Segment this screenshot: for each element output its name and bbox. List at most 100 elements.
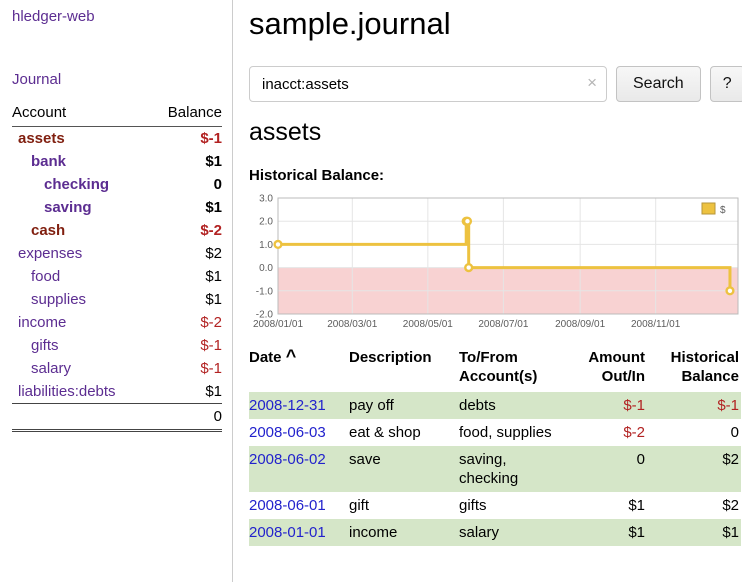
svg-text:2008/11/01: 2008/11/01 <box>631 319 681 330</box>
svg-text:3.0: 3.0 <box>259 194 273 205</box>
page-title: sample.journal <box>249 6 451 41</box>
svg-text:2008/03/01: 2008/03/01 <box>327 319 377 330</box>
register-amount: $1 <box>628 497 645 514</box>
account-link[interactable]: bank <box>31 153 67 170</box>
chart-point <box>273 239 283 250</box>
svg-text:1.0: 1.0 <box>259 240 273 251</box>
svg-text:-2.0: -2.0 <box>256 310 274 321</box>
register-description: eat & shop <box>349 424 421 441</box>
account-row: income $-2 <box>12 311 222 334</box>
account-link[interactable]: income <box>18 314 67 331</box>
register-date-link[interactable]: 2008-01-01 <box>249 524 326 541</box>
register-date-link[interactable]: 2008-12-31 <box>249 397 326 414</box>
register-table-body: 2008-12-31 pay off debts $-1 $-1 2008-06-03 ea… <box>249 392 741 546</box>
account-row: food $1 <box>12 265 222 288</box>
account-link[interactable]: food <box>31 268 61 285</box>
accounts-header-row: Account Balance <box>12 102 222 127</box>
accounts-table-body: assets $-1 bank $1 checking 0 saving $1 cash $-2 e… <box>12 127 222 404</box>
register-amount: $-1 <box>623 397 645 414</box>
account-balance: $-2 <box>200 222 222 239</box>
register-balance: $-1 <box>717 397 739 414</box>
accounts-total-row: 0 <box>12 403 222 432</box>
register-accounts: salary <box>459 524 500 541</box>
account-row: bank $1 <box>12 150 222 173</box>
account-balance: 0 <box>213 176 222 193</box>
register-accounts: food, supplies <box>459 424 552 441</box>
account-row: assets $-1 <box>12 127 222 151</box>
register-balance: $2 <box>722 451 739 468</box>
account-link[interactable]: gifts <box>31 337 59 354</box>
register-accounts: debts <box>459 397 496 414</box>
account-balance: $2 <box>205 245 222 262</box>
accounts-header-account: Account <box>12 102 150 127</box>
svg-text:2008/05/01: 2008/05/01 <box>403 319 453 330</box>
clear-search-icon[interactable]: × <box>587 73 597 92</box>
sort-ascending-icon: ^ <box>285 346 297 366</box>
account-row: saving $1 <box>12 196 222 219</box>
account-balance: $1 <box>205 383 222 400</box>
register-accounts: gifts <box>459 497 487 514</box>
account-balance: $-1 <box>200 337 222 354</box>
app-title-link[interactable]: hledger-web <box>12 8 95 25</box>
main-content: sample.journal × Search ? assets Histori… <box>233 0 742 582</box>
register-amount: $1 <box>628 524 645 541</box>
chart-title: Historical Balance: <box>249 167 385 184</box>
register-description: income <box>349 524 398 541</box>
accounts-header-balance: Balance <box>149 102 222 127</box>
search-button[interactable]: Search <box>616 66 701 102</box>
account-balance: $-1 <box>200 130 222 147</box>
account-row: cash $-2 <box>12 219 222 242</box>
search-box: × <box>249 66 607 102</box>
chart-point <box>464 262 474 273</box>
chart-legend: $ <box>698 200 734 218</box>
account-row: liabilities:debts $1 <box>12 380 222 404</box>
help-button[interactable]: ? <box>709 66 742 102</box>
register-header-description: Description <box>349 349 432 366</box>
account-link[interactable]: cash <box>31 222 66 239</box>
register-header-date[interactable]: Date ^ <box>249 346 349 392</box>
account-link[interactable]: assets <box>18 130 65 147</box>
register-header-amount: Amount Out/In <box>588 349 645 385</box>
register-row: 2008-06-01 gift gifts $1 $2 <box>249 492 741 519</box>
register-header-accounts: To/From Account(s) <box>459 349 538 385</box>
register-row: 2008-06-02 save saving, checking 0 $2 <box>249 446 741 492</box>
register-description: pay off <box>349 397 394 414</box>
account-link[interactable]: saving <box>44 199 92 216</box>
chart-point <box>725 286 735 296</box>
accounts-total-balance: 0 <box>149 403 222 432</box>
account-link[interactable]: salary <box>31 360 72 377</box>
register-row: 2008-12-31 pay off debts $-1 $-1 <box>249 392 741 419</box>
register-amount: $-2 <box>623 424 645 441</box>
account-balance: $-2 <box>200 314 222 331</box>
accounts-table: Account Balance assets $-1 bank $1 checking 0… <box>12 102 222 432</box>
register-date-link[interactable]: 2008-06-01 <box>249 497 326 514</box>
account-link[interactable]: checking <box>44 176 110 193</box>
sidebar-item-journal[interactable]: Journal <box>12 71 62 88</box>
register-description: save <box>349 451 381 468</box>
account-balance: $1 <box>205 199 222 216</box>
register-description: gift <box>349 497 370 514</box>
register-balance: 0 <box>730 424 739 441</box>
account-balance: $1 <box>205 291 222 308</box>
account-link[interactable]: expenses <box>18 245 83 262</box>
account-link[interactable]: supplies <box>31 291 87 308</box>
register-header-date-label: Date <box>249 349 282 366</box>
register-row: 2008-06-03 eat & shop food, supplies $-2 0 <box>249 419 741 446</box>
chart-point <box>462 216 473 226</box>
svg-text:2.0: 2.0 <box>259 217 273 228</box>
account-row: gifts $-1 <box>12 334 222 357</box>
register-date-link[interactable]: 2008-06-03 <box>249 424 326 441</box>
register-balance: $1 <box>722 524 739 541</box>
svg-text:0.0: 0.0 <box>259 263 273 274</box>
account-balance: $1 <box>205 153 222 170</box>
register-date-link[interactable]: 2008-06-02 <box>249 451 326 468</box>
account-balance: $1 <box>205 268 222 285</box>
account-heading: assets <box>249 118 322 146</box>
account-link[interactable]: liabilities:debts <box>18 383 116 400</box>
register-balance: $2 <box>722 497 739 514</box>
register-accounts: saving, checking <box>459 451 519 487</box>
legend-label: $ <box>720 205 726 216</box>
search-input[interactable] <box>249 66 607 102</box>
